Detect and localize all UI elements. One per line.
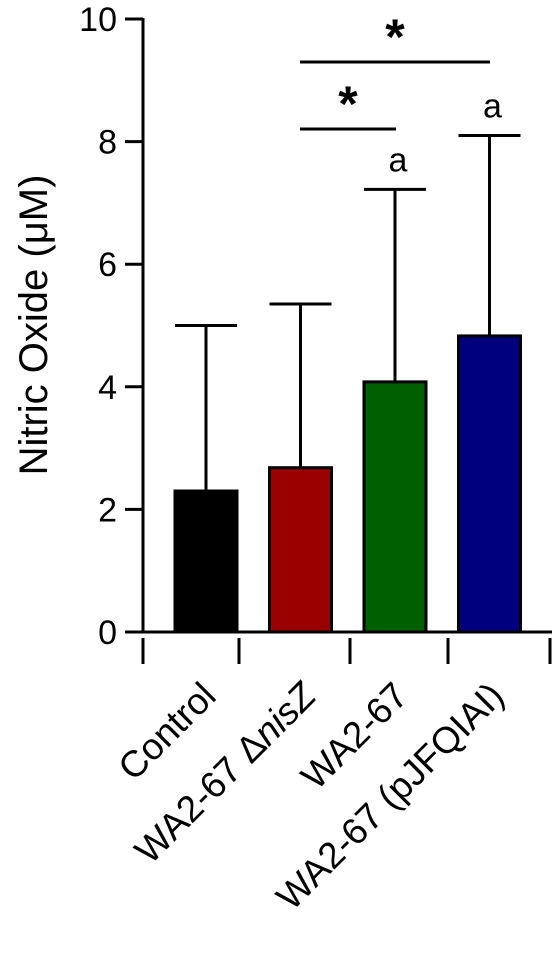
- y-axis: 0 2 4 6 8 10: [79, 1, 145, 652]
- significance-star: *: [385, 9, 405, 65]
- point-labels: aa: [389, 87, 503, 179]
- point-label: a: [389, 141, 408, 179]
- significance-brackets: **: [300, 9, 490, 132]
- y-tick-label: 0: [98, 614, 117, 652]
- x-category-label: WA2-67 ΔnisZ: [127, 674, 325, 872]
- y-tick-label: 4: [98, 369, 117, 407]
- bar: [362, 380, 428, 634]
- y-tick-label: 2: [98, 491, 117, 529]
- significance-star: *: [338, 76, 358, 132]
- y-tick-label: 10: [79, 1, 117, 39]
- y-tick-label: 8: [98, 124, 117, 162]
- point-label: a: [483, 87, 502, 125]
- bar: [268, 466, 333, 634]
- error-bars: [175, 133, 521, 492]
- y-axis-label: Nitric Oxide (μM): [12, 175, 56, 476]
- bars: [173, 334, 522, 634]
- bar: [457, 334, 522, 634]
- bar: [173, 489, 239, 634]
- y-tick-label: 6: [98, 246, 117, 284]
